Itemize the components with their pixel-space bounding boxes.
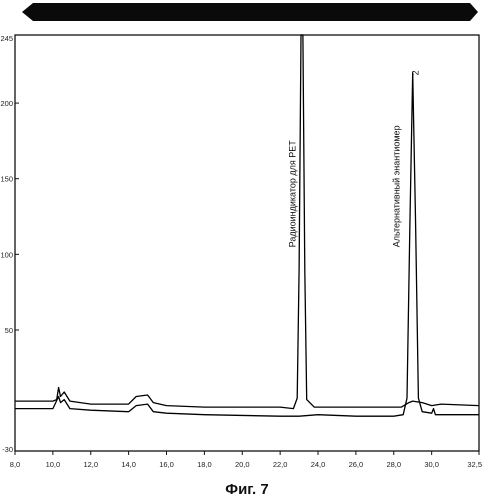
x-tick-label: 12,0 [83,460,98,469]
peak-annotation-2: Альтернативный энантиомер [391,125,401,247]
figure-caption: Фиг. 7 [225,481,268,498]
y-tick-label: -30 [2,445,13,454]
y-tick-label: 50 [5,326,13,335]
x-tick-label: 22,0 [273,460,288,469]
header-arrow-bar [22,3,478,21]
x-tick-label: 10,0 [46,460,61,469]
x-tick-label: 20,0 [235,460,250,469]
x-tick-label: 16,0 [159,460,174,469]
y-tick-label: 245 [0,34,13,43]
x-tick-label: 28,0 [386,460,401,469]
y-tick-label: 100 [0,250,13,259]
series-group [15,35,479,416]
y-tick-label: 150 [0,175,13,184]
peak-annotation-1: Радиоиндикатор для PET [287,140,297,248]
x-tick-label: 18,0 [197,460,212,469]
y-axis-ticks: 245 200 150 100 50 -30 [0,34,19,454]
x-axis-ticks: 8,0 10,0 12,0 14,0 16,0 18,0 20,0 22,0 24,0 26,0 2… [10,451,482,469]
annotations-group: Радиоиндикатор для PET Альтернативный эна… [287,70,420,247]
peak-annotation-3: 2 [410,70,420,75]
x-tick-label: 26,0 [349,460,364,469]
x-tick-label: 30,0 [424,460,439,469]
x-tick-label: 24,0 [311,460,326,469]
x-tick-label: 8,0 [10,460,20,469]
x-tick-label: 14,0 [121,460,136,469]
series-line-2 [15,73,479,416]
y-tick-label: 200 [0,99,13,108]
x-tick-label: 32,5 [467,460,482,469]
